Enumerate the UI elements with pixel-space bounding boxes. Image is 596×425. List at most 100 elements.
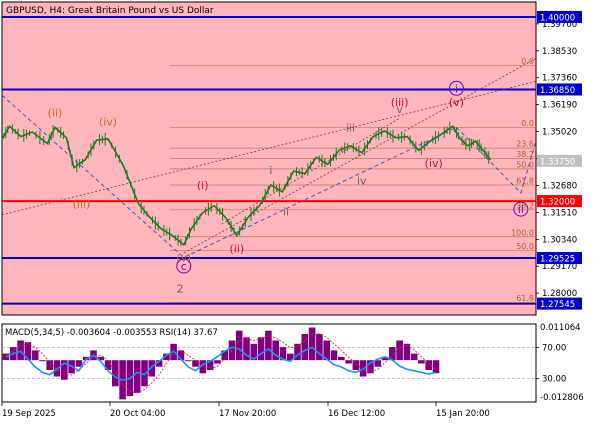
macd-histogram-bar <box>133 360 141 393</box>
macd-histogram-bar <box>345 360 352 364</box>
macd-histogram-bar <box>294 343 301 361</box>
macd-histogram-bar <box>323 340 330 361</box>
wave-projection-line <box>1 94 537 259</box>
macd-histogram-bar <box>374 360 381 367</box>
rsi-axis-label: 30.00 <box>542 375 566 385</box>
time-tick-label: 15 Jan 20:00 <box>436 409 490 419</box>
price-tick-label: 1.36190 <box>542 101 577 111</box>
wave-label: (v) <box>449 96 464 109</box>
macd-histogram-bar <box>308 327 316 361</box>
macd-histogram-bar <box>163 353 170 361</box>
price-tick-label: 1.30340 <box>542 235 577 245</box>
macd-histogram-bar <box>221 350 228 361</box>
wave-label: (ii) <box>229 242 244 255</box>
macd-histogram-bar <box>396 340 403 361</box>
price-tick-label: 1.31510 <box>542 208 577 218</box>
macd-histogram-bar <box>330 350 338 361</box>
macd-histogram-bar <box>316 334 323 361</box>
macd-histogram-bar <box>177 350 185 361</box>
wave-label: c <box>181 260 187 273</box>
time-tick-label: 16 Dec 12:00 <box>328 409 385 419</box>
wave-label-circle <box>448 80 464 96</box>
fib-label: 50.0 <box>516 242 534 251</box>
fib-label: 50.0 <box>516 160 534 169</box>
fib-label: 61.8 <box>516 176 534 185</box>
wave-label: (iv) <box>425 157 443 170</box>
macd-histogram-bar <box>31 350 39 361</box>
wave-label: i <box>455 82 458 95</box>
level-badge-label: 1.40000 <box>540 13 575 23</box>
time-tick-label: 19 Sep 2025 <box>2 409 56 419</box>
macd-histogram-bar <box>235 330 243 361</box>
macd-histogram-bar <box>192 360 199 367</box>
macd-histogram-bar <box>17 340 24 361</box>
macd-histogram-bar <box>75 360 83 367</box>
time-tick-label: 17 Nov 20:00 <box>219 409 276 419</box>
macd-histogram-bar <box>97 356 105 361</box>
wave-label: iii <box>346 121 355 134</box>
macd-histogram-bar <box>265 330 272 361</box>
macd-histogram-bar <box>381 356 389 361</box>
current-price-label: 1.33750 <box>540 157 575 167</box>
level-badge <box>537 297 582 310</box>
macd-histogram-bar <box>257 337 265 361</box>
macd-histogram-bar <box>250 343 258 361</box>
level-badge <box>537 252 582 265</box>
fib-label: 0.0 <box>521 57 534 66</box>
indicator-header: MACD(5,34,5) -0.003604 -0.003553 RSI(14)… <box>5 328 218 338</box>
macd-histogram-bar <box>272 340 279 361</box>
macd-histogram-bar <box>338 356 345 361</box>
macd-axis-label: 0.011064 <box>540 323 581 333</box>
price-tick-label: 1.32680 <box>542 181 577 191</box>
macd-axis-label: -0.012806 <box>540 393 584 403</box>
macd-histogram-bar <box>410 353 418 361</box>
wave-label: 2 <box>177 283 184 296</box>
macd-histogram-bar <box>148 360 156 377</box>
level-badge-label: 1.27545 <box>540 300 575 310</box>
time-tick-label: 20 Oct 04:00 <box>110 409 165 419</box>
wave-label: (iii) <box>391 96 409 109</box>
level-badge-label: 1.32000 <box>540 198 575 208</box>
macd-histogram-bar <box>141 360 148 387</box>
chart-title: GBPUSD, H4: Great Britain Pound vs US Do… <box>6 6 214 16</box>
level-badge <box>537 83 582 96</box>
fib-label: 0.0 <box>521 119 534 128</box>
price-tick-label: 1.29170 <box>542 262 577 272</box>
fib-label: 23.6 <box>516 140 534 149</box>
time-axis: 19 Sep 2025 20 Oct 04:00 17 Nov 20:00 16 De… <box>1 402 490 419</box>
channel-line <box>183 58 537 254</box>
macd-histogram-bar <box>432 360 440 374</box>
macd-histogram-bar <box>46 360 53 370</box>
macd-histogram-bar <box>206 360 214 370</box>
wave-label: iv <box>357 174 367 187</box>
macd-histogram-bar <box>418 360 425 364</box>
fib-label: 61.8 <box>516 294 534 303</box>
price-axis: 1.397001.385301.373601.361901.350201.338… <box>536 10 582 310</box>
wave-label-circle <box>176 258 192 274</box>
macd-histogram-bar <box>352 360 360 370</box>
macd-histogram-bar <box>279 347 287 361</box>
rsi-axis-label: 70.00 <box>542 343 566 353</box>
wave-label: (iv) <box>99 116 117 129</box>
wave-label: v <box>396 103 403 116</box>
current-price-badge <box>537 154 582 167</box>
price-tick-label: 1.37360 <box>542 74 577 84</box>
macd-histogram-bar <box>61 360 68 380</box>
fib-label: 38.2 <box>516 201 534 210</box>
macd-histogram-bar <box>24 342 32 361</box>
rsi-line <box>5 346 437 382</box>
macd-histogram-bar <box>199 360 207 374</box>
wave-label: (ii) <box>48 106 63 119</box>
level-badge <box>537 10 582 23</box>
price-tick-label: 1.38530 <box>542 47 577 57</box>
channel-line <box>221 117 400 225</box>
wave-label: (v) <box>176 251 191 264</box>
price-tick-label: 1.39700 <box>542 20 577 30</box>
wave-label: (i) <box>197 179 209 192</box>
macd-histogram-bar <box>287 353 294 361</box>
macd-histogram-bar <box>425 360 432 370</box>
macd-histogram-bar <box>155 360 163 367</box>
macd-histogram-bar <box>184 360 192 362</box>
